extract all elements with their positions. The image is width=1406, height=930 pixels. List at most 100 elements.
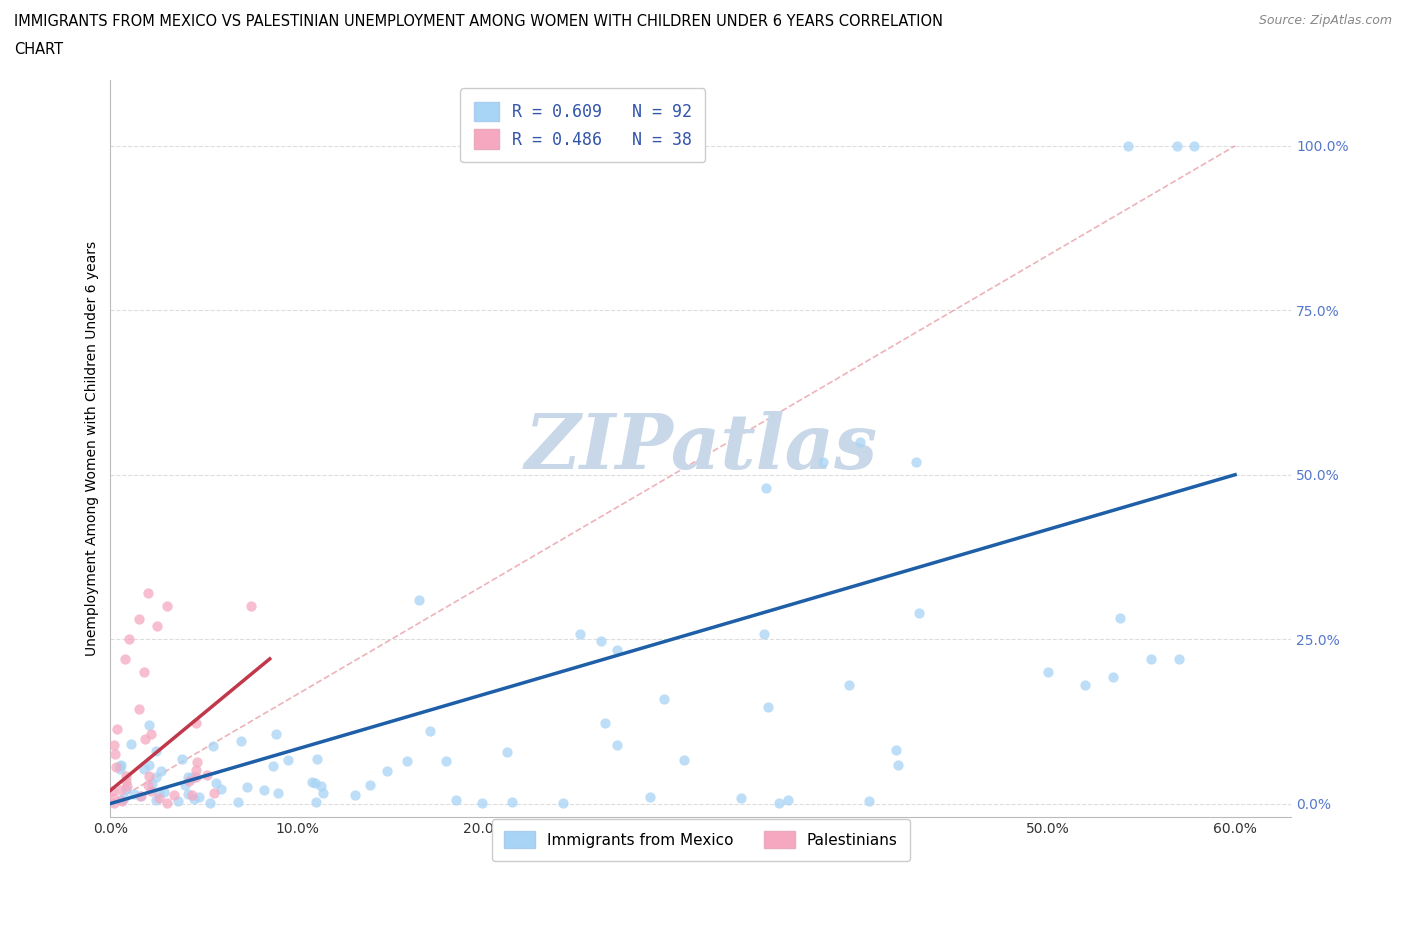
Point [267, 786, 290, 801]
Point [136, 777, 159, 792]
Point [181, 770, 204, 785]
Point [198, 796, 221, 811]
Text: CHART: CHART [14, 42, 63, 57]
Point [1074, 678, 1097, 693]
Point [183, 791, 205, 806]
Point [129, 789, 152, 804]
Point [1139, 651, 1161, 666]
Point [184, 770, 207, 785]
Point [606, 643, 628, 658]
Point [905, 454, 928, 469]
Point [156, 795, 179, 810]
Point [1166, 139, 1188, 153]
Point [145, 744, 167, 759]
Point [754, 626, 776, 641]
Point [181, 769, 204, 784]
Point [307, 751, 329, 766]
Point [170, 751, 193, 766]
Point [408, 593, 430, 608]
Point [138, 757, 160, 772]
Point [640, 790, 662, 804]
Point [128, 701, 150, 716]
Point [301, 775, 323, 790]
Point [343, 787, 366, 802]
Point [110, 757, 132, 772]
Point [110, 793, 132, 808]
Point [446, 792, 468, 807]
Point [115, 774, 138, 789]
Point [672, 752, 695, 767]
Point [138, 769, 160, 784]
Point [103, 791, 125, 806]
Point [305, 794, 328, 809]
Point [569, 627, 592, 642]
Text: IMMIGRANTS FROM MEXICO VS PALESTINIAN UNEMPLOYMENT AMONG WOMEN WITH CHILDREN UND: IMMIGRANTS FROM MEXICO VS PALESTINIAN UN… [14, 14, 943, 29]
Text: ZIPatlas: ZIPatlas [524, 411, 877, 485]
Point [145, 770, 167, 785]
Point [262, 759, 284, 774]
Point [849, 434, 872, 449]
Point [434, 753, 457, 768]
Point [907, 605, 929, 620]
Point [115, 768, 138, 783]
Point [108, 762, 131, 777]
Point [887, 757, 910, 772]
Point [153, 784, 176, 799]
Point [134, 665, 156, 680]
Point [114, 781, 136, 796]
Point [377, 764, 399, 778]
Point [755, 481, 778, 496]
Point [186, 715, 208, 730]
Point [128, 789, 150, 804]
Point [181, 788, 204, 803]
Point [103, 796, 125, 811]
Point [145, 793, 167, 808]
Point [240, 599, 263, 614]
Point [141, 777, 163, 791]
Point [304, 776, 326, 790]
Point [134, 731, 156, 746]
Point [104, 760, 127, 775]
Point [122, 786, 145, 801]
Point [114, 651, 136, 666]
Point [551, 796, 574, 811]
Point [118, 631, 141, 646]
Point [202, 738, 225, 753]
Point [359, 777, 381, 792]
Text: Source: ZipAtlas.com: Source: ZipAtlas.com [1258, 14, 1392, 27]
Point [838, 678, 860, 693]
Point [128, 612, 150, 627]
Point [108, 759, 131, 774]
Point [811, 454, 834, 469]
Point [186, 754, 208, 769]
Point [202, 786, 225, 801]
Point [309, 778, 332, 793]
Point [1116, 139, 1139, 153]
Point [156, 599, 179, 614]
Point [606, 737, 628, 752]
Point [138, 717, 160, 732]
Point [136, 586, 159, 601]
Point [277, 752, 299, 767]
Point [141, 726, 163, 741]
Point [858, 793, 880, 808]
Point [101, 784, 124, 799]
Point [177, 787, 200, 802]
Point [768, 795, 790, 810]
Point [195, 768, 218, 783]
Point [652, 691, 675, 706]
Point [312, 786, 335, 801]
Point [177, 769, 200, 784]
Point [104, 747, 127, 762]
Point [1109, 611, 1132, 626]
Point [229, 734, 252, 749]
Legend: Immigrants from Mexico, Palestinians: Immigrants from Mexico, Palestinians [492, 818, 910, 860]
Point [209, 781, 232, 796]
Point [110, 793, 132, 808]
Point [148, 790, 170, 805]
Point [105, 722, 128, 737]
Point [236, 779, 259, 794]
Point [593, 715, 616, 730]
Point [1167, 651, 1189, 666]
Point [501, 794, 523, 809]
